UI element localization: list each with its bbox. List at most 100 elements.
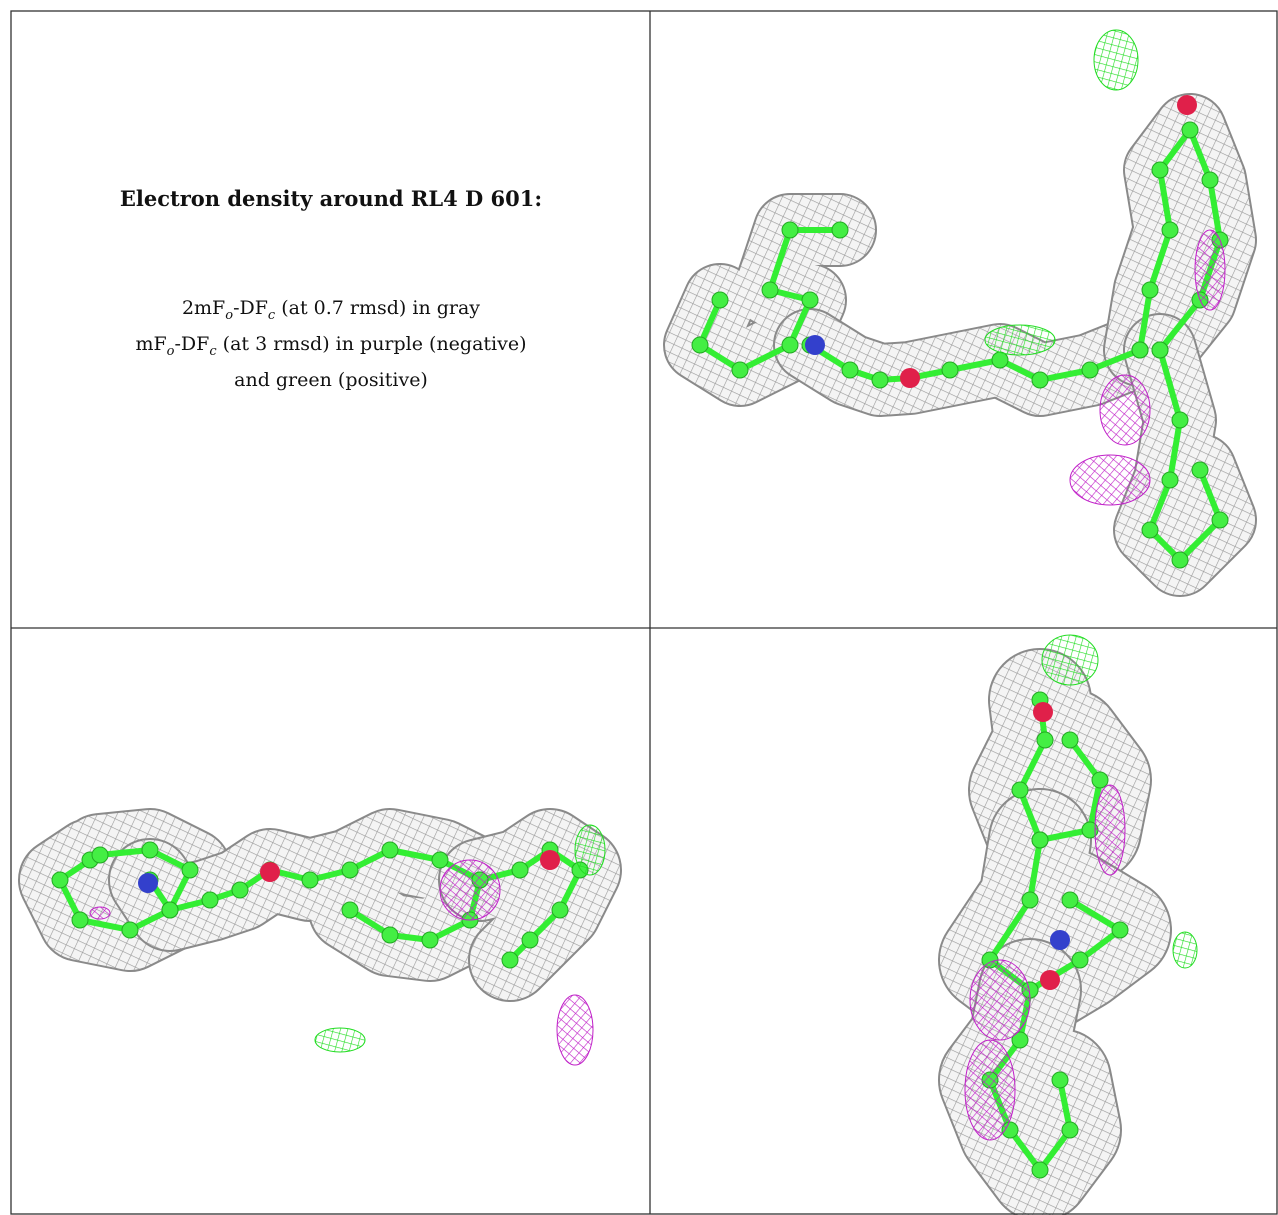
atom	[941, 361, 959, 379]
caption-lines: 2mFo-DFc (at 0.7 rmsd) in gray mFo-DFc (a…	[12, 294, 650, 395]
subscript: o	[166, 343, 175, 359]
caption-line: 2mFo-DFc (at 0.7 rmsd) in gray	[12, 294, 650, 330]
negative-density	[969, 959, 1031, 1041]
negative-density	[1099, 374, 1151, 446]
atom	[1031, 1161, 1049, 1179]
atom	[1151, 341, 1169, 359]
subscript: c	[209, 343, 217, 359]
atom	[551, 901, 569, 919]
positive-density	[984, 324, 1056, 356]
atom	[1031, 831, 1049, 849]
atom	[521, 931, 539, 949]
atom	[1036, 731, 1054, 749]
atom	[1151, 161, 1169, 179]
positive-density	[314, 1027, 366, 1053]
text: mF	[135, 332, 167, 355]
table-border	[10, 10, 1278, 1215]
atom	[1091, 771, 1109, 789]
atom	[91, 846, 109, 864]
positive-density	[1093, 29, 1139, 91]
atom	[1111, 921, 1129, 939]
caption-line: and green (positive)	[12, 366, 650, 395]
negative-density	[1094, 784, 1126, 876]
atom	[431, 851, 449, 869]
text: (at 3 rmsd) in purple (negative)	[216, 332, 527, 355]
atom	[1161, 471, 1179, 489]
negative-density	[1069, 454, 1151, 506]
atom	[781, 221, 799, 239]
text: and green (positive)	[234, 368, 428, 391]
atom	[841, 361, 859, 379]
positive-density	[574, 824, 606, 876]
hetero-atom	[260, 862, 280, 882]
atom	[421, 931, 439, 949]
atom	[731, 361, 749, 379]
hetero-atom	[1040, 970, 1060, 990]
negative-density	[556, 994, 594, 1066]
atom	[1061, 1121, 1079, 1139]
atom	[511, 861, 529, 879]
atom	[121, 921, 139, 939]
positive-density	[1041, 634, 1099, 686]
molecule-views	[18, 29, 1257, 1215]
atom	[231, 881, 249, 899]
atom	[1191, 461, 1209, 479]
text: -DF	[174, 332, 210, 355]
positive-density	[1172, 931, 1198, 969]
atom	[1011, 781, 1029, 799]
atom	[1031, 371, 1049, 389]
atom	[341, 901, 359, 919]
atom	[381, 926, 399, 944]
atom	[871, 371, 889, 389]
caption-title: Electron density around RL4 D 601:	[119, 186, 543, 211]
atom	[1061, 891, 1079, 909]
atom	[1181, 121, 1199, 139]
atom	[801, 291, 819, 309]
atom	[711, 291, 729, 309]
atom	[831, 221, 849, 239]
atom	[1201, 171, 1219, 189]
hetero-atom	[1050, 930, 1070, 950]
atom	[1051, 1071, 1069, 1089]
atom	[341, 861, 359, 879]
negative-density	[439, 859, 501, 921]
text: 2mF	[181, 297, 226, 319]
atom	[1021, 891, 1039, 909]
negative-density	[1194, 229, 1226, 311]
atom	[691, 336, 709, 354]
atom	[1131, 341, 1149, 359]
hetero-atom	[138, 873, 158, 893]
atom	[991, 351, 1009, 369]
atom	[781, 336, 799, 354]
atom	[761, 281, 779, 299]
atom	[1171, 411, 1189, 429]
atom	[181, 861, 199, 879]
hetero-atom	[1177, 95, 1197, 115]
atom	[201, 891, 219, 909]
atom	[1081, 361, 1099, 379]
hetero-atom	[900, 368, 920, 388]
caption-cell: Electron density around RL4 D 601: 2mFo-…	[12, 12, 650, 628]
negative-density	[89, 906, 111, 920]
atom	[141, 841, 159, 859]
atom	[501, 951, 519, 969]
atom	[1061, 731, 1079, 749]
hetero-atom	[1033, 702, 1053, 722]
hetero-atom	[805, 335, 825, 355]
text: (at 0.7 rmsd) in gray	[275, 297, 481, 319]
caption-line: mFo-DFc (at 3 rmsd) in purple (negative)	[12, 330, 650, 366]
atom	[1211, 511, 1229, 529]
atom	[1171, 551, 1189, 569]
atom	[381, 841, 399, 859]
atom	[51, 871, 69, 889]
subscript: c	[267, 307, 276, 323]
atom	[1141, 281, 1159, 299]
text: -DF	[233, 297, 268, 319]
atom	[161, 901, 179, 919]
subscript: o	[225, 307, 234, 323]
atom	[1161, 221, 1179, 239]
atom	[301, 871, 319, 889]
atom	[1141, 521, 1159, 539]
negative-density	[964, 1039, 1016, 1141]
